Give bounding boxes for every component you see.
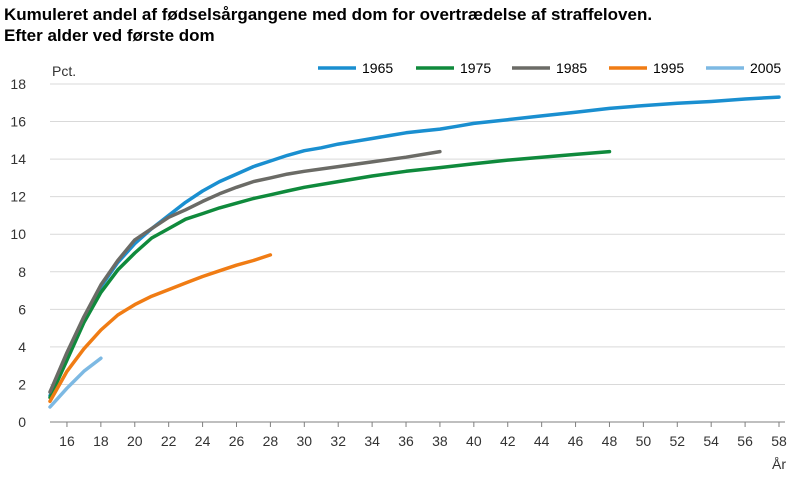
x-tick-label: 58 xyxy=(771,433,787,449)
legend: 1965 1975 1985 1995 2005 xyxy=(318,60,781,76)
x-tick-label: 44 xyxy=(534,433,550,449)
legend-label-2005: 2005 xyxy=(750,60,781,76)
x-tick-label: 30 xyxy=(297,433,313,449)
x-tick-label: 34 xyxy=(364,433,380,449)
x-tick-label: 42 xyxy=(500,433,516,449)
x-tick-label: 36 xyxy=(398,433,414,449)
y-tick-label: 10 xyxy=(10,226,26,242)
x-tick-label: 54 xyxy=(703,433,719,449)
y-tick-label: 0 xyxy=(18,414,26,430)
x-tick-label: 46 xyxy=(568,433,584,449)
chart-title-line-1: Kumuleret andel af fødselsårgangene med … xyxy=(4,5,653,24)
x-axis-unit-label: År xyxy=(772,456,786,472)
x-tick-label: 52 xyxy=(669,433,685,449)
series-line-1985 xyxy=(48,149,442,394)
x-tick-label: 48 xyxy=(602,433,618,449)
x-tick-label: 32 xyxy=(330,433,346,449)
chart-title-line-2: Efter alder ved første dom xyxy=(4,26,215,45)
legend-label-1965: 1965 xyxy=(362,60,393,76)
y-axis-unit-label: Pct. xyxy=(52,63,76,79)
series-line-2005 xyxy=(48,356,103,409)
x-tick-label: 28 xyxy=(263,433,279,449)
y-tick-label: 4 xyxy=(18,339,26,355)
y-tick-label: 6 xyxy=(18,301,26,317)
x-tick-label: 24 xyxy=(195,433,211,449)
series-line-1975 xyxy=(48,149,612,400)
y-tick-label: 8 xyxy=(18,264,26,280)
x-tick-label: 16 xyxy=(59,433,75,449)
legend-label-1975: 1975 xyxy=(460,60,491,76)
x-tick-label: 22 xyxy=(161,433,177,449)
x-tick-label: 40 xyxy=(466,433,482,449)
legend-label-1995: 1995 xyxy=(653,60,684,76)
y-tick-label: 12 xyxy=(10,189,26,205)
gridlines xyxy=(50,83,785,385)
series-line-1965 xyxy=(48,95,781,398)
axes xyxy=(50,421,785,427)
legend-label-1985: 1985 xyxy=(556,60,587,76)
x-tick-label: 50 xyxy=(636,433,652,449)
x-tick-label: 26 xyxy=(229,433,245,449)
y-tick-label: 14 xyxy=(10,151,26,167)
series-line-1995 xyxy=(48,253,273,404)
series-lines xyxy=(48,95,781,409)
x-tick-label: 56 xyxy=(737,433,753,449)
x-tick-label: 38 xyxy=(432,433,448,449)
y-axis-tick-labels: 0 2 4 6 8 10 12 14 16 18 xyxy=(10,76,26,430)
x-tick-label: 20 xyxy=(127,433,143,449)
y-tick-label: 2 xyxy=(18,376,26,392)
y-tick-label: 18 xyxy=(10,76,26,92)
x-axis-tick-labels: 16 18 20 22 24 26 28 30 32 34 36 38 40 42 44 46 48 50 52 54… xyxy=(59,433,787,449)
x-tick-label: 18 xyxy=(93,433,109,449)
y-tick-label: 16 xyxy=(10,114,26,130)
chart-title: Kumuleret andel af fødselsårgangene med … xyxy=(4,4,794,46)
